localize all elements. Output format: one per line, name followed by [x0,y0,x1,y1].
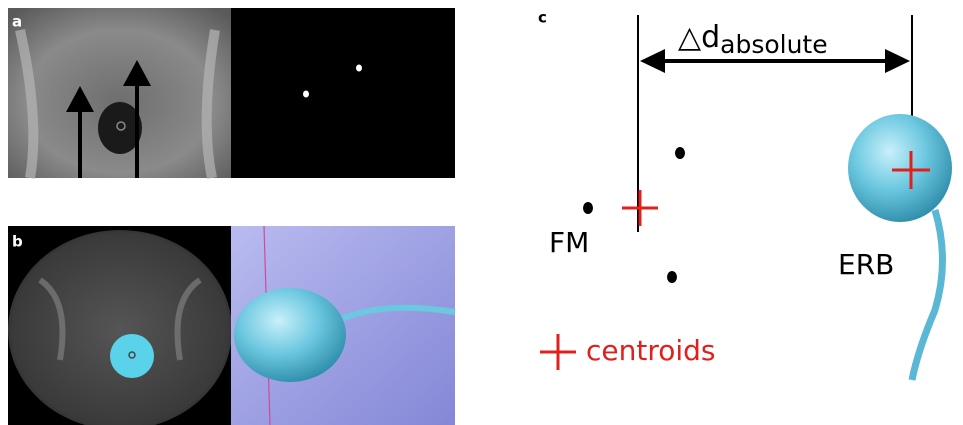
legend-label: centroids [586,334,716,367]
page: a b c △dabsolute FM ERB centroids (() =>… [0,0,963,425]
panel-label: a [12,13,22,31]
panel-label: c [538,9,547,27]
delta-subscript: absolute [720,30,827,59]
delta-label: △dabsolute [678,20,828,60]
panel-label: b [12,233,23,251]
balloon-3d [234,288,346,382]
arrow-head [885,49,910,73]
arrow-head [640,49,665,73]
delta-symbol: △d [678,20,720,55]
body-outline [8,230,232,425]
figure: a b c △dabsolute FM ERB centroids [0,0,963,425]
catheter-tube [912,210,943,380]
marker-dot [303,91,309,98]
fm-label: FM [549,226,589,259]
centroid-marker [622,190,658,226]
balloon-3d [848,114,952,222]
marker-dot [675,147,685,159]
marker-dot [356,65,362,72]
legend-marker [540,334,576,370]
marker-dot [583,202,593,214]
erb-label: ERB [838,248,894,281]
marker-dot [667,271,677,283]
segmentation-image [231,8,455,178]
balloon-segment [110,334,154,378]
